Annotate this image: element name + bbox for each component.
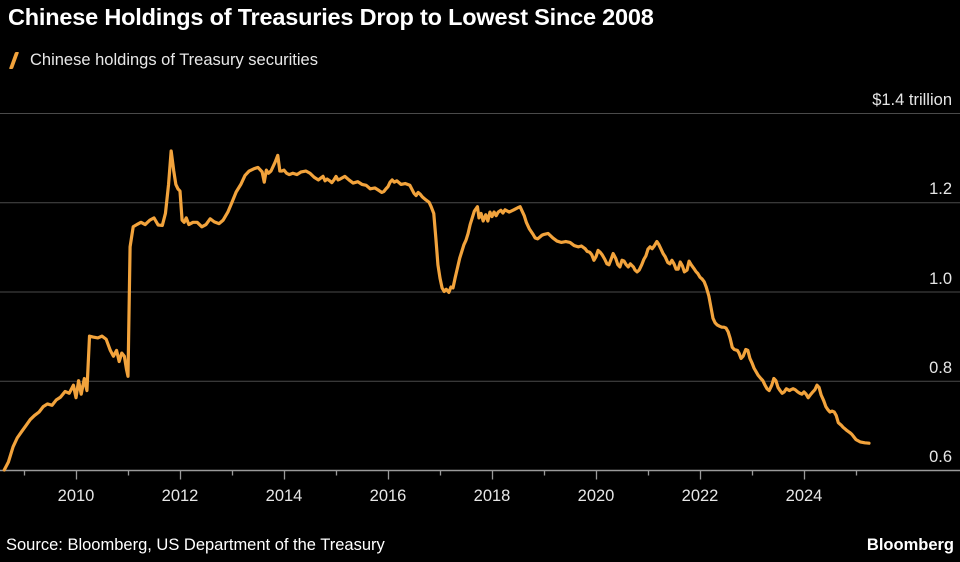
chart-svg — [0, 112, 960, 480]
y-axis-label: 0.6 — [929, 448, 952, 466]
x-axis-label: 2012 — [161, 487, 199, 505]
x-axis-label: 2018 — [473, 487, 511, 505]
x-axis-label: 2020 — [577, 487, 615, 505]
plot-area — [0, 86, 960, 486]
gridlines — [0, 112, 960, 472]
x-axis-label: 2010 — [57, 487, 95, 505]
x-axis-label: 2016 — [369, 487, 407, 505]
data-line-chinese-holdings — [2, 149, 871, 472]
legend-slash-icon — [8, 52, 21, 69]
page-title: Chinese Holdings of Treasuries Drop to L… — [8, 4, 654, 30]
x-axis-label: 2014 — [265, 487, 303, 505]
y-axis-label: 1.0 — [929, 269, 952, 288]
x-axis-label: 2022 — [681, 487, 719, 505]
y-axis-label: 0.8 — [929, 358, 952, 377]
source-note: Source: Bloomberg, US Department of the … — [6, 536, 385, 554]
y-axis-label: $1.4 trillion — [872, 91, 952, 109]
x-axis-label: 2024 — [785, 487, 823, 505]
y-axis-label: 1.2 — [929, 180, 952, 199]
x-axis-ticks — [23, 470, 858, 480]
legend-series-label: Chinese holdings of Treasury securities — [30, 50, 318, 69]
bloomberg-brand: Bloomberg — [866, 536, 954, 554]
chart-legend: Chinese holdings of Treasury securities — [8, 48, 318, 72]
